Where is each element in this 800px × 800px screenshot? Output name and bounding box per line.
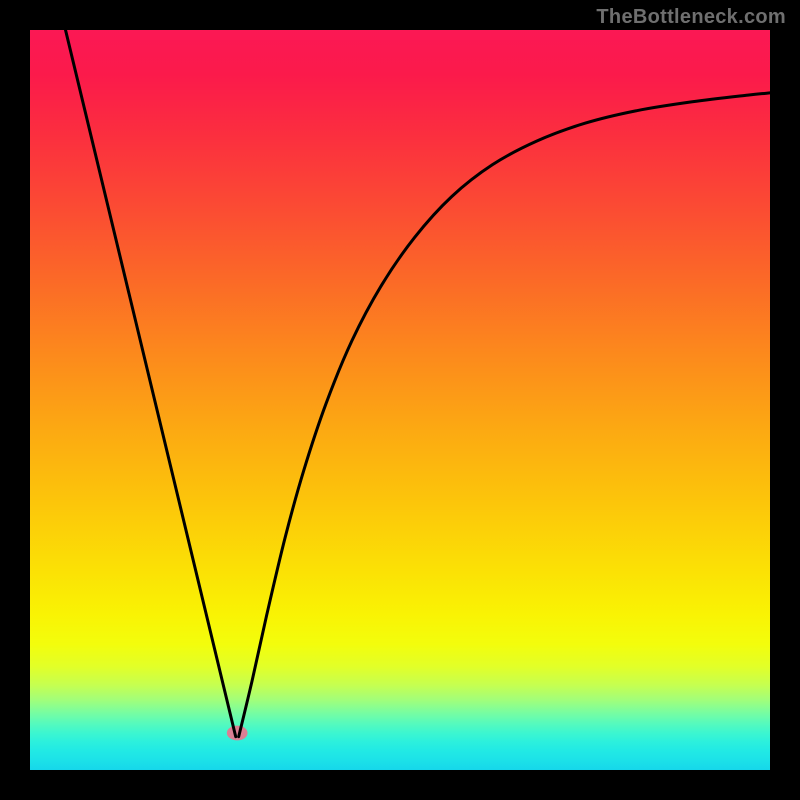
- gradient-background: [30, 30, 770, 770]
- bottleneck-marker: [227, 726, 248, 741]
- watermark-text: TheBottleneck.com: [596, 6, 786, 29]
- bottleneck-plot: [30, 30, 770, 770]
- chart-frame: TheBottleneck.com: [0, 0, 800, 800]
